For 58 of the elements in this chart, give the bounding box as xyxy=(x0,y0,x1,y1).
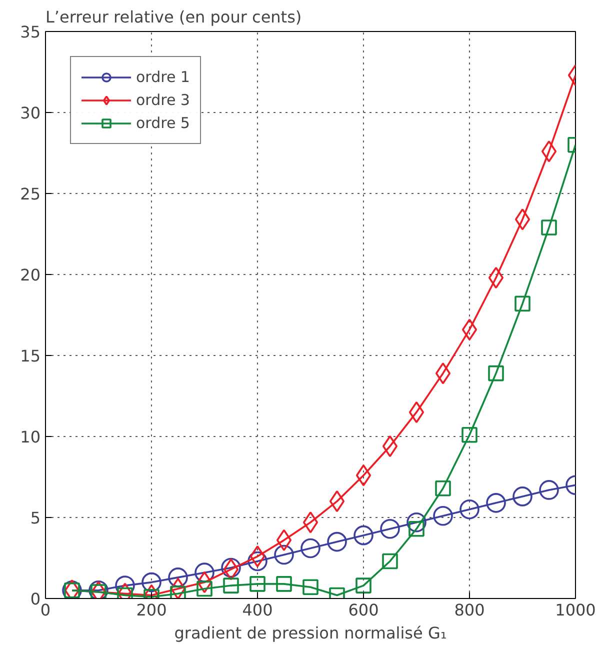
point xyxy=(408,401,424,424)
point xyxy=(276,529,292,552)
point xyxy=(462,318,478,340)
point xyxy=(541,140,557,162)
x-tick-label: 600 xyxy=(348,600,379,620)
point xyxy=(300,538,320,558)
point xyxy=(514,296,530,312)
point xyxy=(435,480,451,496)
point xyxy=(460,500,480,520)
y-tick-label: 25 xyxy=(20,184,40,204)
point xyxy=(276,576,292,592)
point xyxy=(142,572,162,592)
point xyxy=(170,578,186,598)
point xyxy=(488,365,504,382)
point xyxy=(435,362,451,384)
point xyxy=(512,486,532,506)
y-tick-label: 35 xyxy=(20,22,40,42)
point xyxy=(382,553,398,570)
legend-label: ordre 5 xyxy=(136,114,190,132)
legend-label: ordre 3 xyxy=(136,91,190,109)
point xyxy=(250,576,266,592)
point xyxy=(248,551,268,572)
point xyxy=(356,464,372,486)
point xyxy=(382,435,398,458)
point xyxy=(433,506,453,526)
point xyxy=(274,544,294,565)
point xyxy=(406,512,426,532)
point xyxy=(488,266,504,289)
point xyxy=(223,578,239,594)
legend-label: ordre 1 xyxy=(136,68,190,86)
point xyxy=(302,511,318,534)
point xyxy=(250,545,266,568)
x-tick-label: 200 xyxy=(136,600,167,620)
y-tick-label: 30 xyxy=(20,104,40,122)
chart-title: L’erreur relative (en pour cents) xyxy=(46,8,302,26)
y-tick-label: 20 xyxy=(20,266,40,284)
point xyxy=(514,208,530,230)
x-tick-label: 400 xyxy=(242,600,273,620)
point xyxy=(327,532,347,552)
point xyxy=(168,568,188,588)
point xyxy=(486,493,506,513)
y-tick-label: 15 xyxy=(20,346,40,366)
point xyxy=(462,426,478,443)
x-axis-title: gradient de pression normalisé G₁ xyxy=(174,624,447,642)
point xyxy=(541,220,557,236)
point xyxy=(354,525,374,546)
point xyxy=(539,480,559,500)
point xyxy=(194,562,214,582)
x-tick-label: 1000 xyxy=(555,600,596,620)
point xyxy=(302,579,318,596)
y-tick-label: 5 xyxy=(30,508,41,528)
point xyxy=(356,578,372,594)
point xyxy=(196,571,212,594)
point xyxy=(380,518,400,539)
point xyxy=(329,490,345,512)
point xyxy=(196,580,212,597)
x-tick-label: 800 xyxy=(454,600,485,620)
y-tick-label: 10 xyxy=(20,428,40,446)
